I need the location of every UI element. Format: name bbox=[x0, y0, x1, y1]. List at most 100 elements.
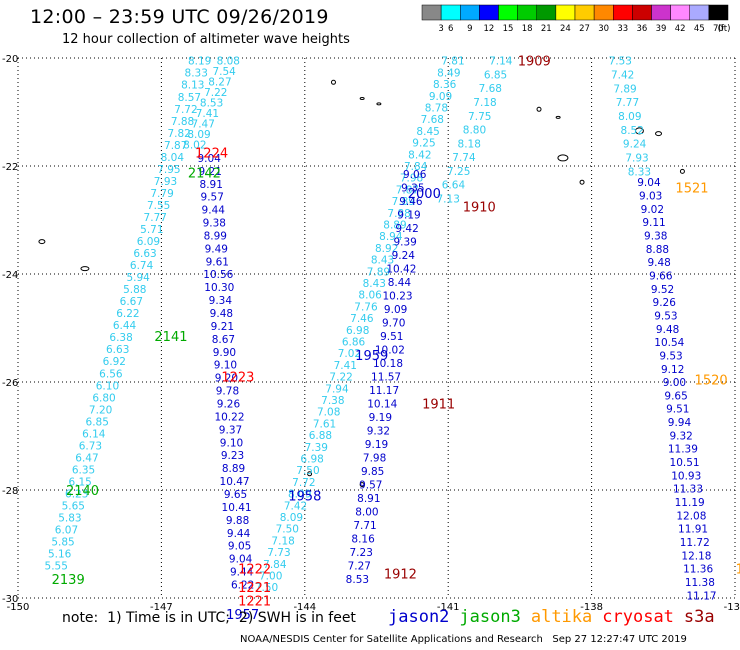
swh-value-label: 10.42 bbox=[386, 264, 416, 276]
swh-value-label: 8.99 bbox=[204, 230, 227, 242]
satellite-legend-jason3: jason3 bbox=[459, 607, 521, 627]
swh-value-label: 11.19 bbox=[675, 497, 705, 509]
swh-value-label: 9.26 bbox=[217, 399, 241, 411]
swh-value-label: 9.52 bbox=[651, 284, 674, 296]
islands bbox=[38, 79, 685, 488]
swh-value-label: 6.73 bbox=[79, 440, 102, 452]
swh-value-label: 8.33 bbox=[185, 68, 208, 80]
swh-value-label: 8.09 bbox=[280, 512, 303, 524]
swh-value-label: 11.57 bbox=[371, 372, 401, 384]
satellite-legend-cryosat: cryosat bbox=[602, 607, 674, 627]
swh-value-label: 5.83 bbox=[58, 513, 81, 525]
swh-value-label: 7.75 bbox=[468, 111, 491, 123]
swh-value-label: 10.93 bbox=[671, 470, 701, 482]
swh-value-label: 9.19 bbox=[369, 412, 392, 424]
swh-value-label: 8.13 bbox=[181, 80, 204, 92]
swh-value-label: 8.45 bbox=[416, 126, 439, 138]
y-tick-label: -28 bbox=[2, 486, 18, 497]
swh-value-label: 7.88 bbox=[387, 208, 410, 220]
swh-value-label: 10.14 bbox=[367, 399, 397, 411]
swh-value-label: 8.02 bbox=[183, 139, 206, 151]
swh-value-label: 7.41 bbox=[334, 360, 357, 372]
swh-value-label: 9.19 bbox=[365, 439, 388, 451]
y-tick-label: -30 bbox=[2, 594, 18, 605]
swh-value-label: 7.72 bbox=[174, 104, 197, 116]
pass-time-label: 1520 bbox=[695, 373, 728, 388]
swh-value-label: 7.02 bbox=[338, 348, 361, 360]
swh-value-label: 6.47 bbox=[75, 452, 98, 464]
swh-value-label: 9.34 bbox=[209, 295, 233, 307]
swh-value-label: 9.04 bbox=[229, 554, 253, 566]
swh-value-label: 8.16 bbox=[351, 534, 375, 546]
colorbar-tick: 42 bbox=[675, 24, 686, 34]
swh-value-label: 9.09 bbox=[429, 91, 452, 103]
swh-value-label: 7.38 bbox=[321, 395, 344, 407]
swh-value-label: 8.27 bbox=[208, 77, 231, 89]
swh-value-label: 7.47 bbox=[192, 118, 215, 130]
swh-value-label: 9.12 bbox=[661, 364, 684, 376]
swh-value-label: 8.52 bbox=[621, 125, 644, 137]
swh-value-label: 9.66 bbox=[649, 270, 673, 282]
swh-value-label: 10.18 bbox=[373, 358, 403, 370]
swh-value-label: 6.22 bbox=[231, 580, 254, 592]
swh-value-label: 9.00 bbox=[663, 377, 686, 389]
swh-value-label: 12.18 bbox=[681, 550, 711, 562]
swh-value-label: 6.85 bbox=[86, 416, 109, 428]
swh-value-label: 8.18 bbox=[458, 138, 481, 150]
swh-value-label: 9.10 bbox=[214, 360, 237, 372]
island-outline bbox=[359, 482, 365, 488]
swh-value-label: 11.17 bbox=[687, 590, 717, 602]
swh-value-label: 6.98 bbox=[346, 325, 369, 337]
swh-value-label: 9.53 bbox=[659, 350, 682, 362]
swh-value-label: 6.56 bbox=[99, 368, 123, 380]
swh-value-label: 9.44 bbox=[202, 205, 226, 217]
swh-value-label: 7.68 bbox=[421, 114, 444, 126]
colorbar-tick: 39 bbox=[656, 24, 667, 34]
pass-time-label: 1910 bbox=[463, 201, 496, 216]
swh-value-label: 8.19 bbox=[188, 56, 211, 68]
swh-value-label: 8.80 bbox=[463, 125, 486, 137]
swh-value-label: 7.87 bbox=[396, 184, 419, 196]
swh-value-label: 9.78 bbox=[216, 386, 239, 398]
swh-value-label: 6.85 bbox=[484, 69, 507, 81]
swh-value-label: 11.33 bbox=[673, 484, 703, 496]
x-tick-label: -147 bbox=[150, 602, 173, 613]
swh-value-label: 6.86 bbox=[342, 337, 366, 349]
pass-time-label: 1223 bbox=[221, 371, 254, 386]
colorbar-tick: 27 bbox=[579, 24, 590, 34]
pass-time-label: 1911 bbox=[422, 398, 455, 413]
colorbar-tick: 45 bbox=[694, 24, 705, 34]
pass-time-label: 1912 bbox=[384, 568, 417, 583]
swh-value-label: 9.53 bbox=[654, 310, 677, 322]
colorbar-tick: 70 bbox=[713, 24, 724, 34]
swh-value-label: 6.22 bbox=[116, 308, 139, 320]
island-outline bbox=[80, 266, 90, 272]
swh-value-label: 6.88 bbox=[309, 430, 332, 442]
x-tick-label: -138 bbox=[580, 602, 603, 613]
y-tick-label: -26 bbox=[2, 378, 18, 389]
swh-value-label: 8.09 bbox=[288, 489, 311, 501]
y-tick-label: -22 bbox=[2, 162, 18, 173]
swh-value-label: 9.94 bbox=[668, 417, 692, 429]
swh-value-label: 7.73 bbox=[267, 547, 290, 559]
swh-value-label: 6.67 bbox=[120, 296, 143, 308]
swh-value-label: 9.06 bbox=[403, 169, 427, 181]
swh-value-label: 7.50 bbox=[296, 465, 319, 477]
pass-time-label: 1221 bbox=[238, 595, 271, 610]
satellite-legend-jason2: jason2 bbox=[388, 607, 450, 627]
swh-value-label: 8.53 bbox=[200, 98, 223, 110]
swh-value-label: 6.80 bbox=[92, 392, 115, 404]
swh-value-label: 9.09 bbox=[384, 304, 407, 316]
colorbar-tick: 12 bbox=[484, 24, 495, 34]
swh-value-label: 8.09 bbox=[187, 129, 210, 141]
swh-value-label: 9.51 bbox=[666, 404, 689, 416]
swh-value-label: 5.65 bbox=[62, 500, 85, 512]
swh-value-label: 7.18 bbox=[473, 97, 496, 109]
swh-value-label: 5.71 bbox=[140, 224, 163, 236]
chart-marks: 8.198.338.138.577.727.887.827.878.047.95… bbox=[45, 55, 740, 624]
colorbar-tick: 18 bbox=[522, 24, 533, 34]
swh-value-label: 8.91 bbox=[200, 179, 223, 191]
swh-value-label: 9.49 bbox=[205, 243, 228, 255]
swh-value-label: 7.77 bbox=[144, 212, 167, 224]
